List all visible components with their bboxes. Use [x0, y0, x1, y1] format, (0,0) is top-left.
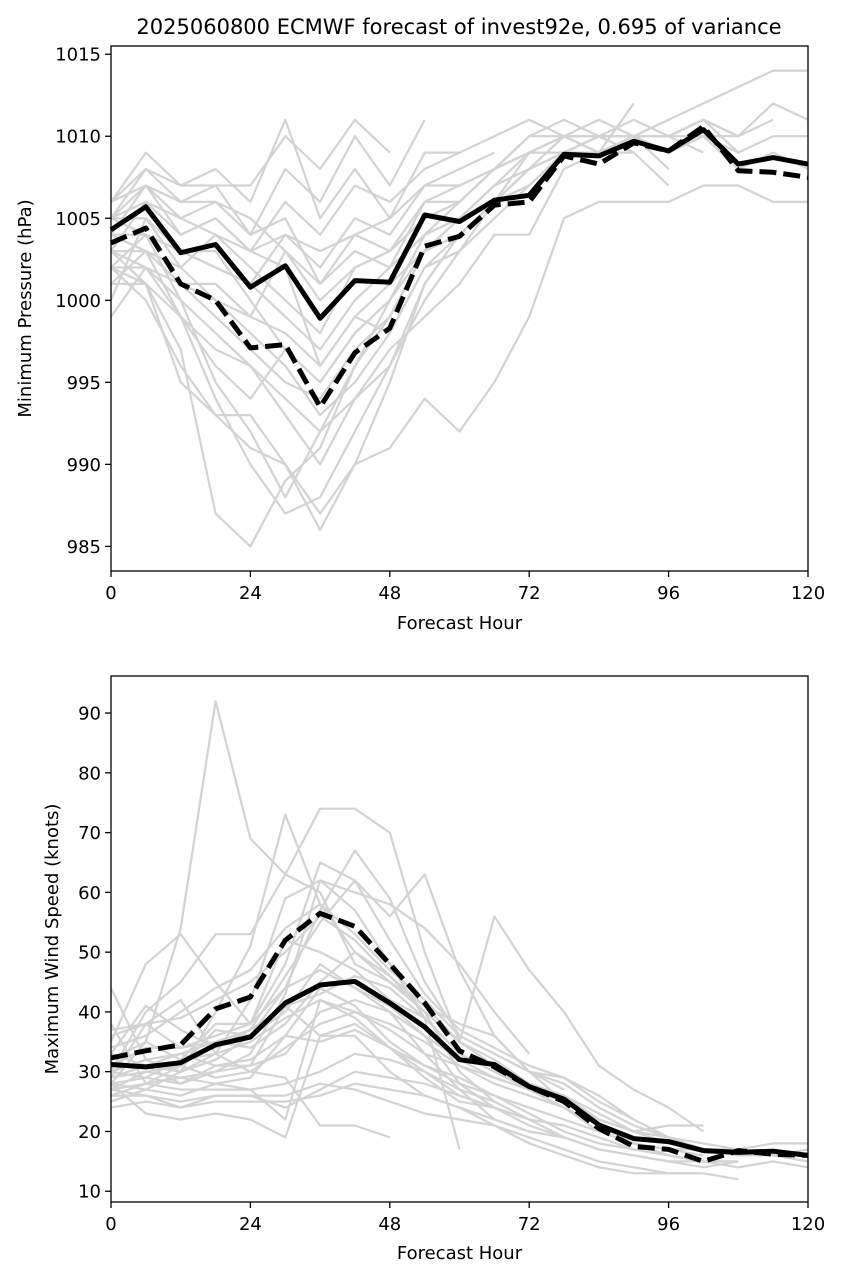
wind-ensemble-line	[110, 1034, 704, 1175]
wind-ticks: 0 24 48 72 96 120 10 20 30 40 50 60 70 80 90	[78, 704, 825, 1235]
pressure-y-tick-label: 985	[67, 537, 101, 558]
wind-y-tick-label: 40	[78, 1002, 101, 1023]
wind-y-tick-label: 20	[78, 1122, 101, 1143]
pressure-ensemble-line	[110, 118, 460, 220]
wind-x-tick-label: 0	[105, 1214, 116, 1235]
wind-ensemble-line	[110, 699, 530, 1121]
wind-mean-line	[110, 978, 809, 1158]
wind-y-tick-label: 70	[78, 823, 101, 844]
pressure-y-tick-label: 1010	[55, 127, 101, 148]
pressure-ensemble-line	[111, 135, 739, 367]
wind-series-group	[109, 699, 809, 1181]
wind-y-tick-label: 50	[78, 943, 101, 964]
wind-ensemble-line	[110, 998, 495, 1121]
pressure-ensemble-line	[111, 151, 565, 433]
pressure-x-tick-label: 48	[378, 583, 401, 604]
wind-y-tick-label: 90	[78, 704, 101, 725]
wind-y-tick-label: 30	[78, 1062, 101, 1083]
wind-ensemble-line	[110, 807, 705, 1133]
wind-ensemble-line	[110, 879, 635, 1121]
pressure-ensemble-line	[110, 184, 808, 515]
wind-y-tick-label: 60	[78, 883, 101, 904]
pressure-plot-frame	[110, 45, 809, 572]
wind-y-tick-label: 10	[78, 1182, 101, 1203]
wind-y-tick-label: 80	[78, 763, 101, 784]
wind-plot-frame	[110, 675, 809, 1203]
pressure-ensemble-line	[110, 118, 391, 219]
chart-title: 2025060800 ECMWF forecast of invest92e, …	[136, 15, 781, 39]
pressure-series-group	[109, 69, 809, 548]
pressure-x-axis-label: Forecast Hour	[397, 613, 523, 634]
pressure-x-tick-label: 96	[657, 583, 680, 604]
pressure-y-tick-label: 1015	[55, 45, 101, 66]
wind-x-tick-label: 48	[378, 1214, 401, 1235]
wind-ensemble-line	[110, 1082, 739, 1181]
pressure-x-tick-label: 24	[239, 583, 262, 604]
pressure-y-tick-label: 990	[67, 455, 101, 476]
pressure-dashed-line	[110, 123, 809, 410]
pressure-ensemble-line	[110, 119, 426, 236]
pressure-ticks: 0 24 48 72 96 120 985 990 995 1000 1005 1010 1015	[55, 45, 825, 604]
pressure-y-tick-label: 1005	[55, 209, 101, 230]
pressure-y-tick-label: 1000	[55, 291, 101, 312]
pressure-x-tick-label: 72	[518, 583, 541, 604]
pressure-ensemble-line	[110, 135, 670, 302]
wind-x-tick-label: 72	[518, 1214, 541, 1235]
pressure-y-tick-label: 995	[67, 373, 101, 394]
wind-chart: 0 24 48 72 96 120 10 20 30 40 50 60 70 80 90 Forecast …	[42, 675, 825, 1264]
wind-y-axis-label: Maximum Wind Speed (knots)	[42, 804, 63, 1075]
pressure-x-tick-label: 0	[105, 583, 116, 604]
pressure-chart: 0 24 48 72 96 120 985 990 995 1000 1005 1010 1015 Fo…	[15, 45, 825, 634]
pressure-ensemble-line	[110, 135, 635, 466]
wind-x-tick-label: 120	[791, 1214, 825, 1235]
pressure-ensemble-line	[110, 118, 808, 253]
wind-x-tick-label: 24	[239, 1214, 262, 1235]
wind-dashed-line	[110, 910, 809, 1164]
wind-x-tick-label: 96	[657, 1214, 680, 1235]
pressure-y-axis-label: Minimum Pressure (hPa)	[15, 199, 36, 417]
wind-x-axis-label: Forecast Hour	[397, 1243, 523, 1264]
wind-ensemble-line	[110, 903, 565, 1091]
pressure-x-tick-label: 120	[791, 583, 825, 604]
